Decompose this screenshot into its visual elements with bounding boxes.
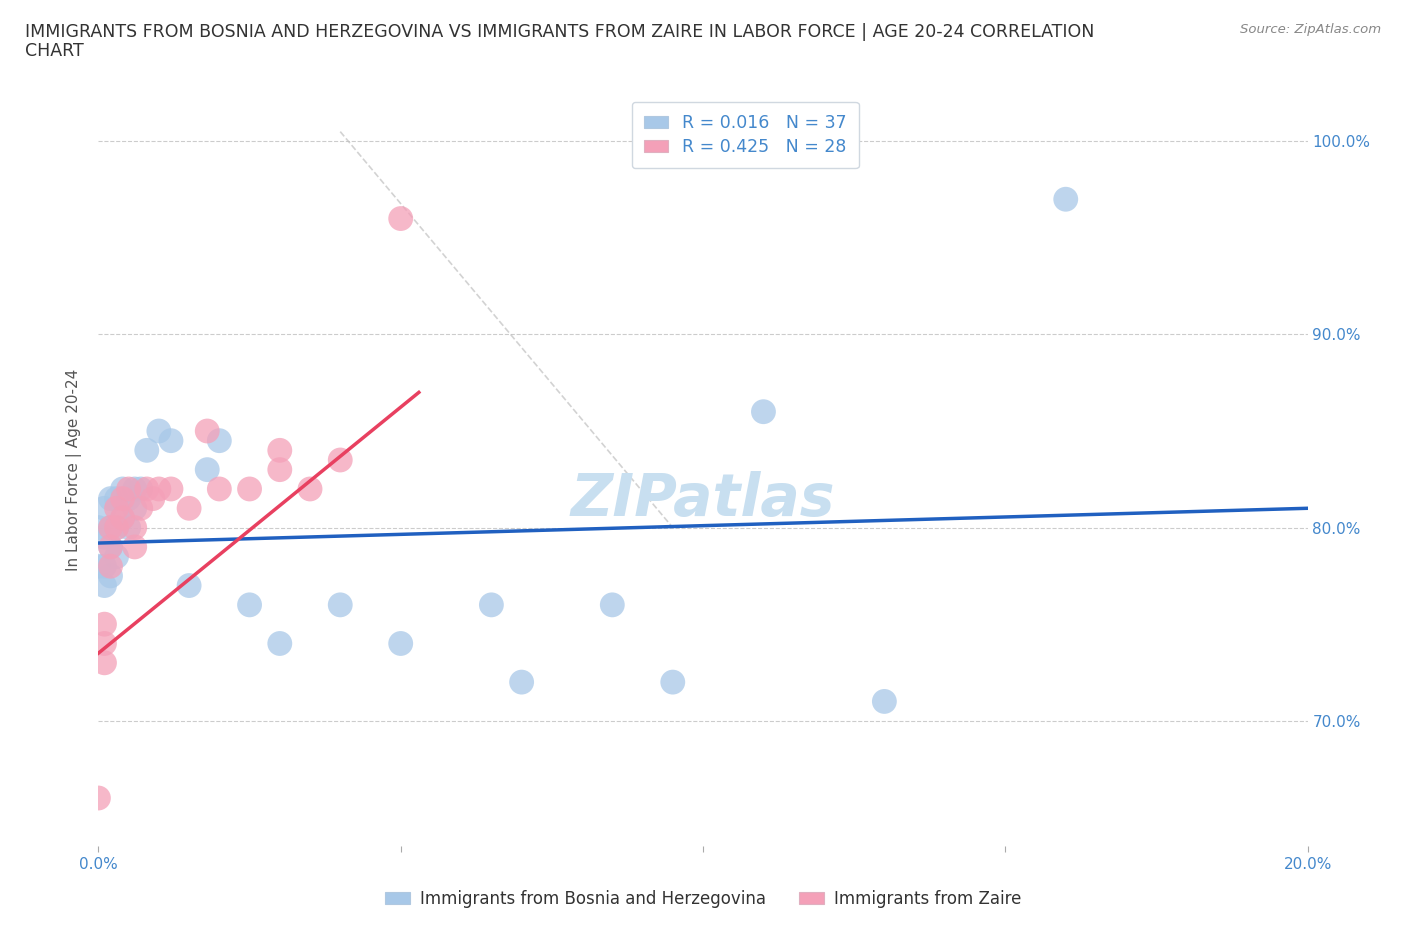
Point [100,568,122,583]
Point [239,597,262,612]
Point [195,462,218,477]
Legend: R = 0.016   N = 37, R = 0.425   N = 28: R = 0.016 N = 37, R = 0.425 N = 28 [631,101,859,168]
Point [118,491,141,506]
Point [1054,192,1077,206]
Point [269,462,291,477]
Point [105,520,128,535]
Point [195,423,218,438]
Point [389,211,412,226]
Point [87,520,110,535]
Point [111,511,134,525]
Point [93,617,115,631]
Point [329,597,352,612]
Point [111,491,134,506]
Point [208,482,231,497]
Point [105,491,128,506]
Legend: Immigrants from Bosnia and Herzegovina, Immigrants from Zaire: Immigrants from Bosnia and Herzegovina, … [378,883,1028,914]
Point [93,501,115,516]
Point [100,539,122,554]
Text: CHART: CHART [25,42,84,60]
Point [481,597,503,612]
Point [148,482,170,497]
Point [661,674,683,689]
Point [135,443,157,458]
Point [93,656,115,671]
Point [105,549,128,564]
Point [100,520,122,535]
Point [118,520,141,535]
Point [269,443,291,458]
Point [239,482,262,497]
Point [160,482,183,497]
Point [148,423,170,438]
Point [752,405,775,419]
Point [87,559,110,574]
Point [93,530,115,545]
Point [129,482,152,497]
Point [124,539,146,554]
Point [602,597,624,612]
Text: Source: ZipAtlas.com: Source: ZipAtlas.com [1240,23,1381,36]
Point [105,501,128,516]
Text: ZIPatlas: ZIPatlas [571,472,835,528]
Point [179,578,201,593]
Point [269,636,291,651]
Point [208,433,231,448]
Point [105,520,128,535]
Point [873,694,896,709]
Point [100,520,122,535]
Point [124,520,146,535]
Point [299,482,322,497]
Point [142,491,165,506]
Point [135,482,157,497]
Point [111,482,134,497]
Point [129,501,152,516]
Point [100,539,122,554]
Point [329,453,352,468]
Point [124,482,146,497]
Point [160,433,183,448]
Point [179,501,201,516]
Point [124,501,146,516]
Y-axis label: In Labor Force | Age 20-24: In Labor Force | Age 20-24 [66,368,83,571]
Point [93,578,115,593]
Point [510,674,533,689]
Point [87,790,110,805]
Point [100,559,122,574]
Point [111,511,134,525]
Point [118,482,141,497]
Point [93,636,115,651]
Point [100,491,122,506]
Point [389,636,412,651]
Text: IMMIGRANTS FROM BOSNIA AND HERZEGOVINA VS IMMIGRANTS FROM ZAIRE IN LABOR FORCE |: IMMIGRANTS FROM BOSNIA AND HERZEGOVINA V… [25,23,1095,41]
Point [93,559,115,574]
